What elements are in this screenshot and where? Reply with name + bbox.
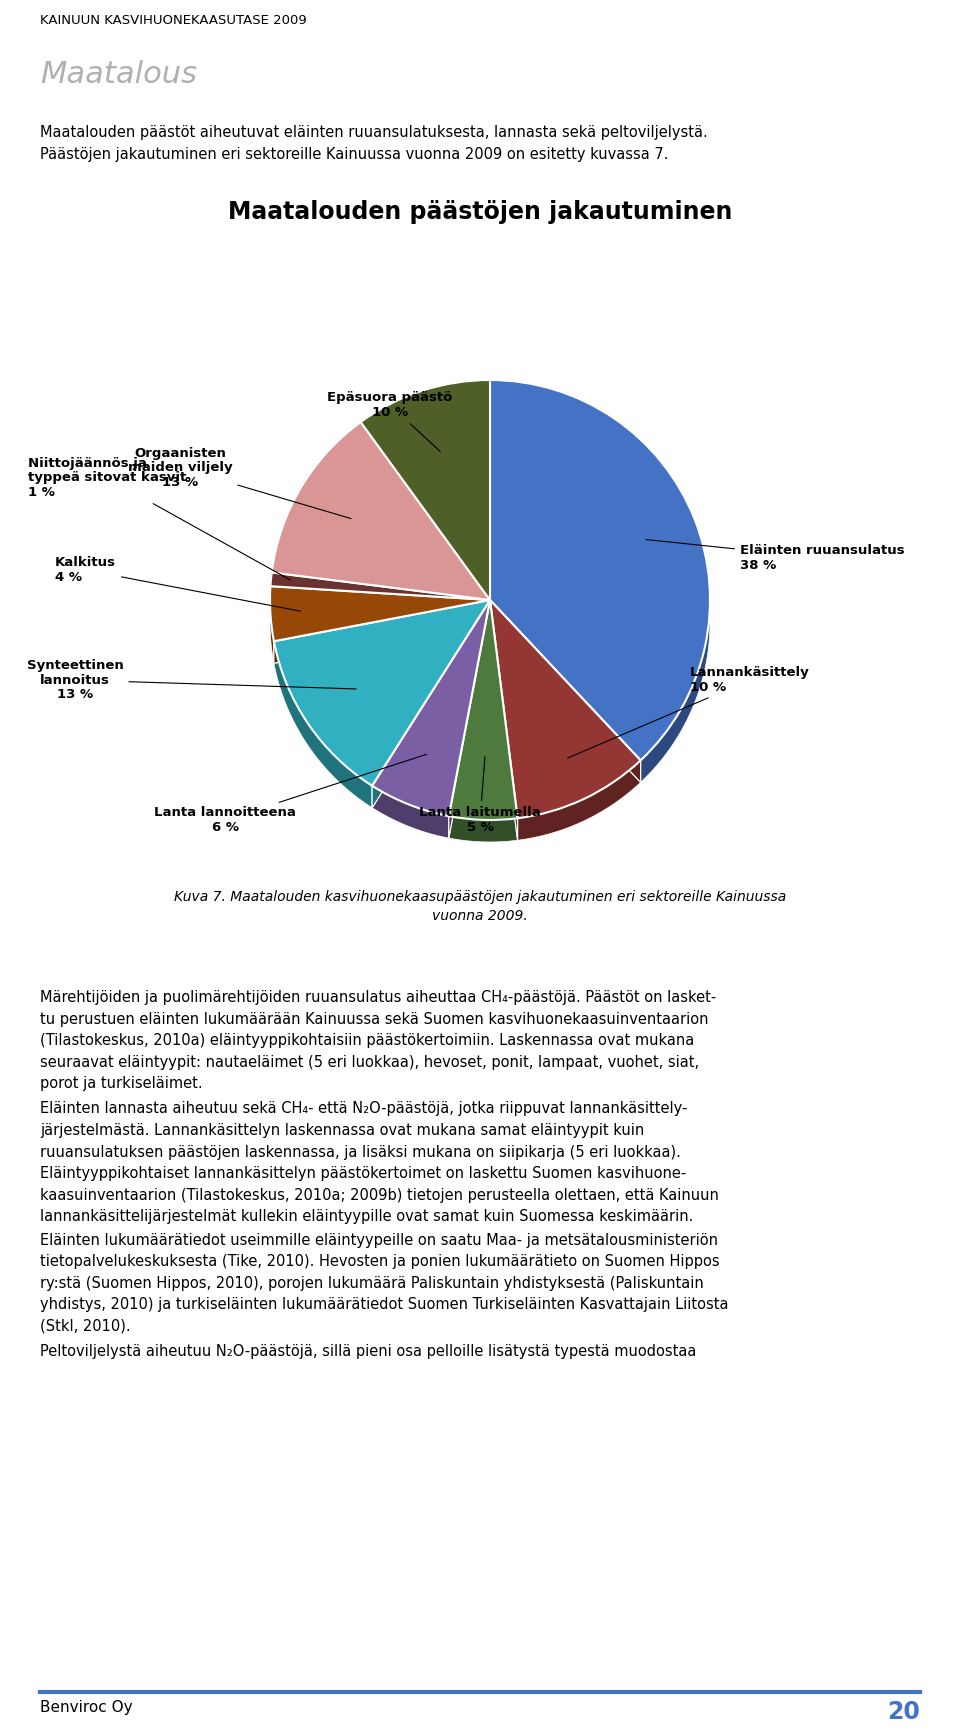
Polygon shape bbox=[274, 642, 372, 808]
Polygon shape bbox=[372, 600, 490, 808]
Polygon shape bbox=[274, 600, 490, 662]
Text: Benviroc Oy: Benviroc Oy bbox=[40, 1699, 132, 1715]
Text: Maatalouden päästöt aiheutuvat eläinten ruuansulatuksesta, lannasta sekä peltovi: Maatalouden päästöt aiheutuvat eläinten … bbox=[40, 125, 708, 140]
Text: Synteettinen
lannoitus
13 %: Synteettinen lannoitus 13 % bbox=[27, 659, 356, 702]
Text: Maatalouden päästöjen jakautuminen: Maatalouden päästöjen jakautuminen bbox=[228, 199, 732, 224]
Wedge shape bbox=[270, 586, 490, 642]
Polygon shape bbox=[490, 600, 640, 782]
Polygon shape bbox=[517, 761, 640, 841]
Text: Lanta laitumella
5 %: Lanta laitumella 5 % bbox=[420, 756, 540, 834]
Polygon shape bbox=[448, 600, 490, 838]
Wedge shape bbox=[448, 600, 517, 820]
Text: Eläinten lukumäärätiedot useimmille eläintyypeille on saatu Maa- ja metsätalousm: Eläinten lukumäärätiedot useimmille eläi… bbox=[40, 1233, 729, 1333]
Polygon shape bbox=[490, 600, 517, 841]
Text: Orgaanisten
maiden viljely
13 %: Orgaanisten maiden viljely 13 % bbox=[128, 446, 351, 518]
Wedge shape bbox=[490, 380, 710, 761]
Text: Maatalous: Maatalous bbox=[40, 61, 197, 88]
Text: Märehtijöiden ja puolimärehtijöiden ruuansulatus aiheuttaa CH₄-päästöjä. Päästöt: Märehtijöiden ja puolimärehtijöiden ruua… bbox=[40, 990, 716, 1091]
Text: Eläinten ruuansulatus
38 %: Eläinten ruuansulatus 38 % bbox=[646, 539, 904, 572]
Polygon shape bbox=[448, 817, 517, 843]
Text: KAINUUN KASVIHUONEKAASUTASE 2009: KAINUUN KASVIHUONEKAASUTASE 2009 bbox=[40, 14, 307, 28]
Polygon shape bbox=[490, 600, 517, 841]
Polygon shape bbox=[372, 786, 448, 838]
Text: Eläinten lannasta aiheutuu sekä CH₄- että N₂O-päästöjä, jotka riippuvat lannankä: Eläinten lannasta aiheutuu sekä CH₄- ett… bbox=[40, 1101, 719, 1224]
Wedge shape bbox=[271, 572, 490, 600]
Text: Päästöjen jakautuminen eri sektoreille Kainuussa vuonna 2009 on esitetty kuvassa: Päästöjen jakautuminen eri sektoreille K… bbox=[40, 147, 668, 161]
Wedge shape bbox=[274, 600, 490, 786]
Text: 20: 20 bbox=[887, 1699, 920, 1724]
Text: Kuva 7. Maatalouden kasvihuonekaasupäästöjen jakautuminen eri sektoreille Kainuu: Kuva 7. Maatalouden kasvihuonekaasupääst… bbox=[174, 890, 786, 924]
Polygon shape bbox=[640, 607, 709, 782]
Wedge shape bbox=[490, 600, 640, 818]
Wedge shape bbox=[272, 421, 490, 600]
Polygon shape bbox=[448, 600, 490, 838]
Text: Niittojäännös ja
typpeä sitovat kasvit
1 %: Niittojäännös ja typpeä sitovat kasvit 1… bbox=[28, 456, 291, 579]
Wedge shape bbox=[372, 600, 490, 817]
Text: Lannankäsittely
10 %: Lannankäsittely 10 % bbox=[567, 666, 809, 758]
Text: Epäsuora päästö
10 %: Epäsuora päästö 10 % bbox=[327, 390, 453, 451]
Polygon shape bbox=[270, 605, 274, 662]
Text: Kalkitus
4 %: Kalkitus 4 % bbox=[55, 557, 300, 610]
Polygon shape bbox=[274, 600, 490, 662]
Polygon shape bbox=[490, 600, 640, 782]
Text: Lanta lannoitteena
6 %: Lanta lannoitteena 6 % bbox=[154, 754, 426, 834]
Wedge shape bbox=[361, 380, 490, 600]
Text: Peltoviljelystä aiheutuu N₂O-päästöjä, sillä pieni osa pelloille lisätystä types: Peltoviljelystä aiheutuu N₂O-päästöjä, s… bbox=[40, 1344, 696, 1359]
Polygon shape bbox=[372, 600, 490, 808]
